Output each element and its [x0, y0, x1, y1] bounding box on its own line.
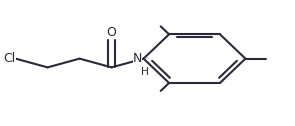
- Text: H: H: [141, 67, 149, 77]
- Text: O: O: [107, 26, 117, 39]
- Text: Cl: Cl: [3, 52, 16, 65]
- Text: N: N: [133, 52, 142, 65]
